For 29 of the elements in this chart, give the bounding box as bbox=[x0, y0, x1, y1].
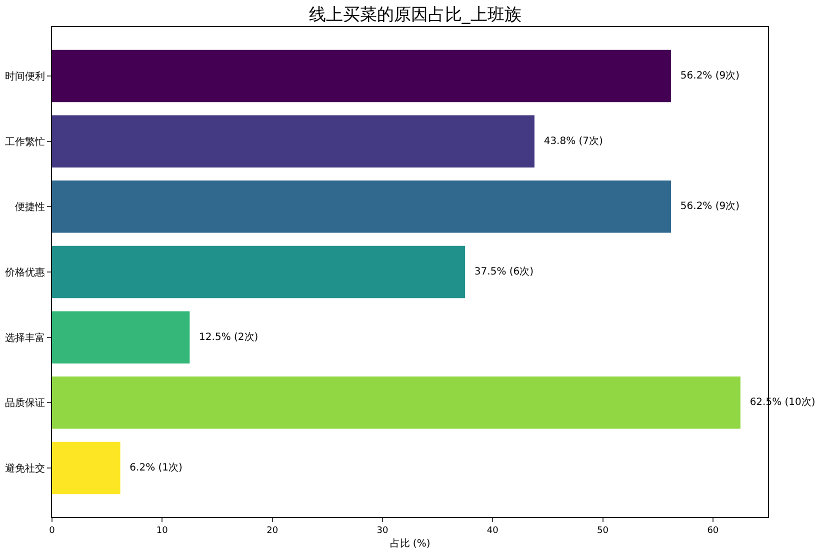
y-tick-label: 避免社交 bbox=[5, 462, 45, 474]
data-label: 37.5% (6次) bbox=[468, 266, 534, 278]
x-tick-label: 0 bbox=[49, 526, 56, 536]
data-label: 12.5% (2次) bbox=[192, 332, 258, 343]
bar bbox=[52, 442, 120, 494]
x-tick-label: 40 bbox=[486, 526, 499, 536]
bar bbox=[52, 115, 534, 168]
x-tick-label: 10 bbox=[156, 526, 168, 536]
bar bbox=[52, 180, 672, 233]
x-tick-label: 20 bbox=[266, 526, 278, 536]
data-label: 6.2% (1次) bbox=[123, 462, 183, 474]
bar bbox=[52, 246, 466, 298]
bar bbox=[52, 50, 672, 102]
y-tick-label: 选择丰富 bbox=[5, 332, 45, 344]
data-label: 43.8% (7次) bbox=[537, 136, 604, 147]
y-tick-label: 价格优惠 bbox=[4, 266, 45, 278]
y-tick-label: 工作繁忙 bbox=[5, 136, 45, 148]
y-tick-label: 时间便利 bbox=[5, 70, 45, 82]
chart-title: 线上买菜的原因占比_上班族 bbox=[308, 5, 522, 26]
y-tick-label: 便捷性 bbox=[15, 201, 45, 214]
data-label: 56.2% (9次) bbox=[674, 201, 740, 212]
y-tick-label: 品质保证 bbox=[5, 397, 45, 410]
x-tick-label: 50 bbox=[597, 526, 609, 536]
bar bbox=[52, 311, 190, 364]
x-axis-title: 占比 (%) bbox=[390, 537, 430, 550]
x-tick-label: 60 bbox=[707, 526, 719, 536]
bar bbox=[52, 376, 740, 429]
x-tick-label: 30 bbox=[376, 526, 388, 536]
data-label: 56.2% (9次) bbox=[674, 70, 740, 82]
